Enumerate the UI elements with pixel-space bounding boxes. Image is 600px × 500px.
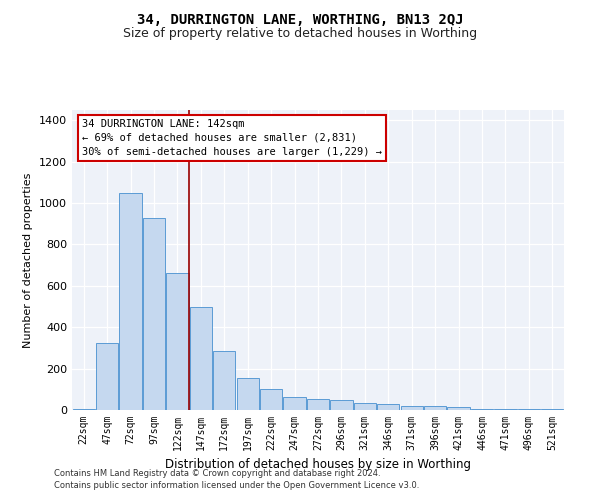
- Text: Contains public sector information licensed under the Open Government Licence v3: Contains public sector information licen…: [54, 481, 419, 490]
- Y-axis label: Number of detached properties: Number of detached properties: [23, 172, 34, 348]
- Bar: [236, 378, 259, 410]
- Bar: [518, 409, 540, 410]
- Bar: [213, 351, 235, 410]
- Text: 34, DURRINGTON LANE, WORTHING, BN13 2QJ: 34, DURRINGTON LANE, WORTHING, BN13 2QJ: [137, 12, 463, 26]
- Text: 34 DURRINGTON LANE: 142sqm
← 69% of detached houses are smaller (2,831)
30% of s: 34 DURRINGTON LANE: 142sqm ← 69% of deta…: [82, 119, 382, 157]
- Text: Contains HM Land Registry data © Crown copyright and database right 2024.: Contains HM Land Registry data © Crown c…: [54, 468, 380, 477]
- Bar: [424, 406, 446, 410]
- X-axis label: Distribution of detached houses by size in Worthing: Distribution of detached houses by size …: [165, 458, 471, 471]
- Bar: [73, 409, 95, 410]
- Bar: [448, 407, 470, 410]
- Bar: [541, 409, 563, 410]
- Bar: [494, 409, 517, 410]
- Bar: [354, 403, 376, 410]
- Bar: [283, 396, 305, 410]
- Bar: [190, 306, 212, 410]
- Bar: [96, 343, 118, 410]
- Text: Size of property relative to detached houses in Worthing: Size of property relative to detached ho…: [123, 28, 477, 40]
- Bar: [471, 409, 493, 410]
- Bar: [166, 274, 188, 410]
- Bar: [119, 193, 142, 410]
- Bar: [401, 406, 423, 410]
- Bar: [331, 400, 353, 410]
- Bar: [143, 218, 165, 410]
- Bar: [307, 398, 329, 410]
- Bar: [377, 404, 400, 410]
- Bar: [260, 390, 282, 410]
